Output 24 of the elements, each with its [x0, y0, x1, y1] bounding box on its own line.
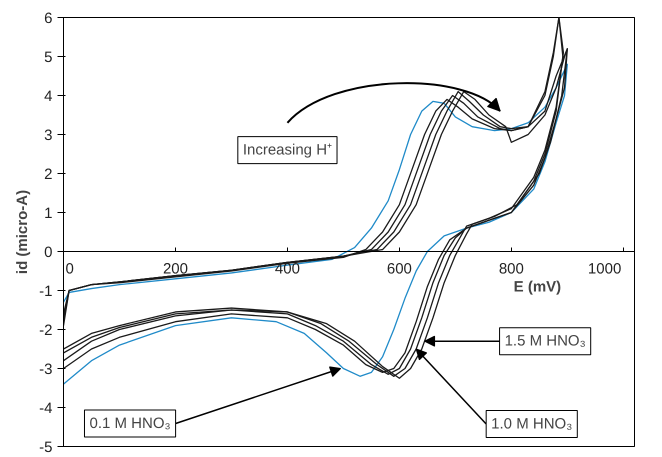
x-tick-label: 1000	[588, 260, 622, 278]
y-tick-label: 0	[44, 244, 52, 261]
x-tick-label: 400	[274, 260, 300, 278]
y-tick-label: -1	[39, 283, 53, 300]
x-tick-label: 200	[162, 260, 188, 278]
y-tick-label: 4	[44, 88, 52, 105]
y-tick-label: -4	[39, 400, 53, 417]
y-tick-label: 1	[44, 205, 52, 222]
y-tick-label: 5	[44, 49, 52, 66]
x-tick-label: 600	[386, 260, 412, 278]
annotation: 1.5 M HNO₃	[504, 332, 586, 350]
y-tick-label: -2	[39, 322, 53, 339]
annotation: 0.1 M HNO₃	[89, 415, 171, 432]
annotation: 1.0 M HNO₃	[491, 416, 572, 432]
x-tick-label: 800	[498, 260, 524, 278]
y-tick-label: 6	[44, 10, 52, 27]
x-axis-title: E (mV)	[514, 278, 562, 296]
y-axis-title: id (micro-A)	[14, 190, 32, 274]
y-tick-label: -3	[39, 361, 53, 378]
y-tick-label: -5	[39, 439, 53, 456]
y-tick-label: 3	[44, 127, 52, 144]
x-tick-label: 0	[66, 260, 74, 278]
y-tick-label: 2	[44, 166, 52, 183]
annotation: Increasing H⁺	[242, 142, 332, 159]
